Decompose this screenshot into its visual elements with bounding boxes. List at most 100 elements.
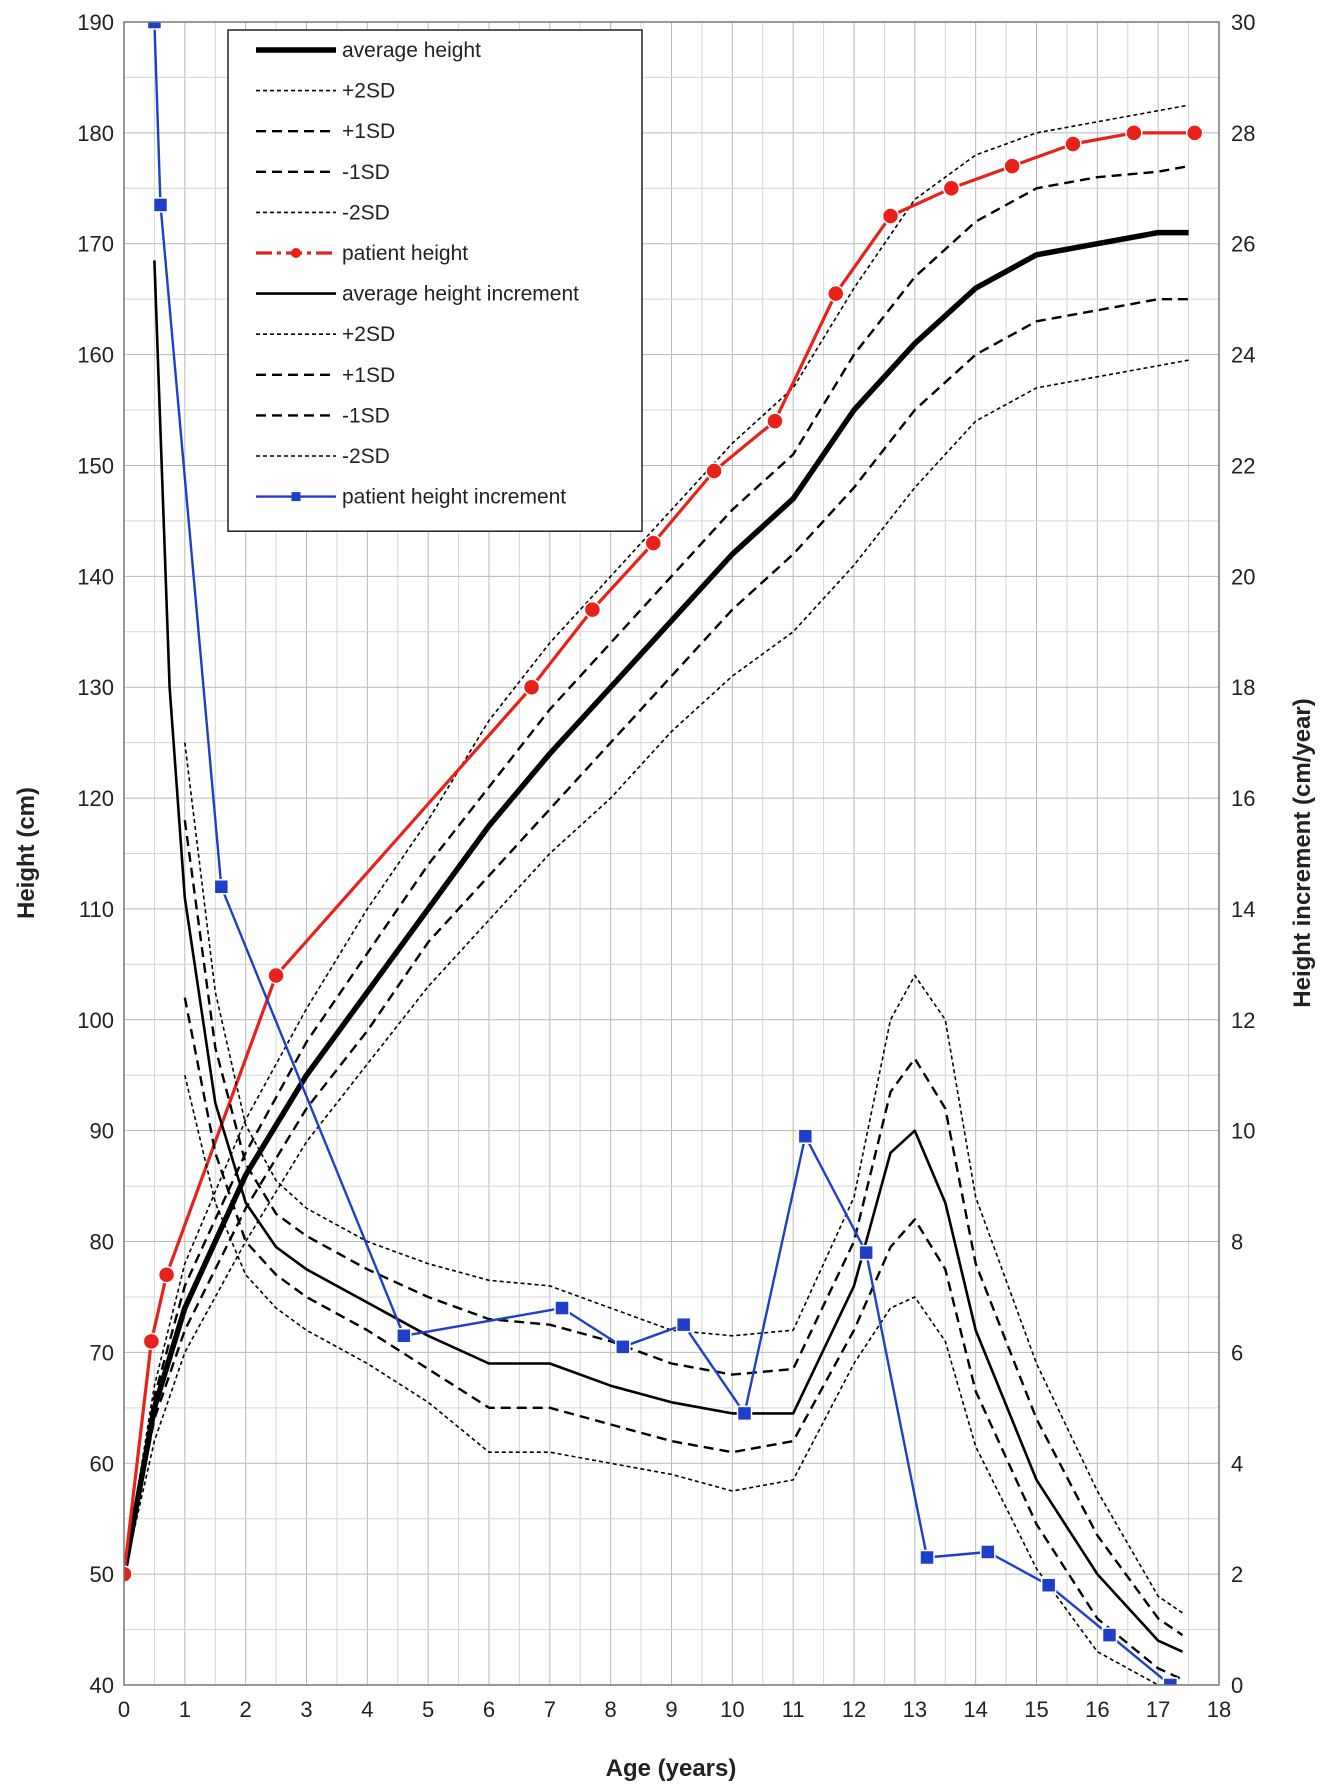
x-tick-label: 7 bbox=[544, 1697, 556, 1722]
x-tick-label: 1 bbox=[179, 1697, 191, 1722]
data-point-patient-height-increment bbox=[919, 1549, 935, 1566]
y-tick-label: 70 bbox=[90, 1340, 114, 1365]
x-tick-label: 3 bbox=[300, 1697, 312, 1722]
legend-label: patient height increment bbox=[342, 486, 566, 509]
data-point-patient-height bbox=[1064, 135, 1082, 153]
legend-label: -1SD bbox=[342, 404, 390, 427]
data-point-patient-height bbox=[881, 207, 900, 225]
legend-label: +1SD bbox=[342, 120, 395, 143]
y2-tick-label: 26 bbox=[1231, 232, 1255, 257]
series-line-2sd-right bbox=[184, 742, 1183, 1614]
data-point-patient-height bbox=[522, 678, 541, 696]
legend-marker bbox=[291, 492, 301, 502]
y-tick-label: 40 bbox=[90, 1673, 114, 1698]
series-line-2sd-left bbox=[124, 104, 1189, 1575]
data-point-patient-height-increment bbox=[213, 879, 230, 895]
y2-tick-label: 30 bbox=[1231, 10, 1255, 35]
legend-label: -2SD bbox=[342, 445, 390, 468]
data-point-patient-height bbox=[157, 1266, 176, 1284]
y2-tick-label: 4 bbox=[1231, 1451, 1243, 1476]
data-point-patient-height-increment bbox=[797, 1128, 814, 1144]
legend-label: +2SD bbox=[342, 323, 395, 346]
tick-labels: 0 1 2 3 4 5 6 7 8 9 10 11 12 13 14 15 16 17 18405060708090… bbox=[77, 10, 1255, 1722]
y-tick-label: 160 bbox=[77, 343, 114, 368]
legend: average height +2SD +1SD -1SD -2SD patient he… bbox=[227, 29, 643, 532]
data-point-patient-height-increment bbox=[980, 1544, 996, 1560]
y2-tick-label: 16 bbox=[1231, 786, 1255, 811]
y2-tick-label: 8 bbox=[1231, 1230, 1243, 1255]
x-tick-label: 8 bbox=[605, 1697, 617, 1722]
y2-tick-label: 12 bbox=[1231, 1008, 1255, 1033]
y-axis-title: Height (cm) bbox=[13, 787, 40, 919]
data-point-patient-height bbox=[827, 284, 845, 303]
x-tick-label: 6 bbox=[483, 1697, 495, 1722]
x-tick-label: 0 bbox=[118, 1697, 130, 1722]
x-tick-label: 17 bbox=[1146, 1697, 1170, 1722]
x-tick-label: 11 bbox=[782, 1697, 805, 1722]
x-axis-title: Age (years) bbox=[606, 1755, 737, 1782]
y2-tick-label: 24 bbox=[1231, 343, 1255, 368]
y-tick-label: 180 bbox=[77, 121, 114, 146]
data-point-patient-height bbox=[766, 412, 784, 430]
data-point-patient-height bbox=[705, 462, 723, 480]
series-line-average-height-increment-right bbox=[153, 260, 1184, 1653]
y-tick-label: 80 bbox=[90, 1230, 114, 1255]
y-tick-label: 170 bbox=[77, 232, 114, 257]
y2-tick-label: 22 bbox=[1231, 453, 1255, 478]
data-point-patient-height-increment bbox=[615, 1339, 631, 1355]
legend-label: -2SD bbox=[342, 201, 390, 224]
data-point-patient-height-increment bbox=[396, 1328, 412, 1344]
series-line-average-height-left bbox=[124, 229, 1189, 1575]
legend-box bbox=[227, 29, 643, 532]
series-line-1sd-left bbox=[124, 298, 1189, 1575]
y2-tick-label: 14 bbox=[1231, 897, 1255, 922]
y2-tick-label: 28 bbox=[1231, 121, 1255, 146]
y2-tick-label: 6 bbox=[1231, 1340, 1243, 1365]
y-tick-label: 140 bbox=[77, 564, 114, 589]
data-point-patient-height bbox=[1185, 124, 1204, 142]
series-line-1sd-right bbox=[183, 820, 1184, 1637]
y-tick-label: 130 bbox=[77, 675, 114, 700]
data-point-patient-height-increment bbox=[554, 1300, 570, 1316]
data-point-patient-height-increment bbox=[146, 22, 163, 30]
y-tick-label: 100 bbox=[77, 1008, 114, 1033]
data-point-patient-height-increment bbox=[1040, 1577, 1057, 1593]
legend-label: average height increment bbox=[342, 283, 579, 306]
legend-label: patient height bbox=[342, 242, 468, 265]
x-tick-label: 4 bbox=[361, 1697, 373, 1722]
data-point-patient-height bbox=[942, 179, 961, 198]
y-tick-label: 110 bbox=[79, 897, 114, 922]
x-tick-label: 15 bbox=[1024, 1697, 1048, 1722]
legend-marker bbox=[291, 248, 301, 258]
legend-label: +2SD bbox=[342, 80, 395, 103]
x-tick-label: 9 bbox=[665, 1697, 677, 1722]
plot-border bbox=[123, 21, 1220, 1686]
legend-label: +1SD bbox=[342, 364, 395, 387]
y2-tick-label: 20 bbox=[1231, 564, 1255, 589]
x-tick-label: 18 bbox=[1207, 1697, 1231, 1722]
y2-tick-label: 10 bbox=[1231, 1119, 1255, 1144]
x-tick-label: 5 bbox=[422, 1697, 434, 1722]
y-tick-label: 50 bbox=[90, 1562, 114, 1587]
y2-tick-label: 0 bbox=[1231, 1673, 1243, 1698]
data-point-patient-height bbox=[267, 966, 285, 985]
y-tick-label: 120 bbox=[77, 786, 114, 811]
data-point-patient-height bbox=[1125, 124, 1143, 142]
y2-tick-label: 2 bbox=[1231, 1562, 1243, 1587]
data-point-patient-height bbox=[1003, 157, 1021, 175]
data-point-patient-height bbox=[583, 600, 602, 619]
data-point-patient-height bbox=[142, 1332, 161, 1351]
data-point-patient-height-increment bbox=[1101, 1627, 1118, 1643]
x-tick-label: 2 bbox=[240, 1697, 252, 1722]
series-layer bbox=[124, 22, 1204, 1685]
x-tick-label: 12 bbox=[842, 1697, 866, 1722]
y-tick-label: 60 bbox=[90, 1451, 114, 1476]
series-line-2sd-right bbox=[184, 1075, 1183, 1685]
y-tick-label: 90 bbox=[90, 1119, 114, 1144]
data-point-patient-height bbox=[124, 1565, 133, 1583]
y2-axis-title: Height increment (cm/year) bbox=[1289, 698, 1316, 1007]
y2-tick-label: 18 bbox=[1231, 675, 1255, 700]
data-point-patient-height bbox=[644, 534, 662, 552]
y-tick-label: 150 bbox=[77, 453, 114, 478]
